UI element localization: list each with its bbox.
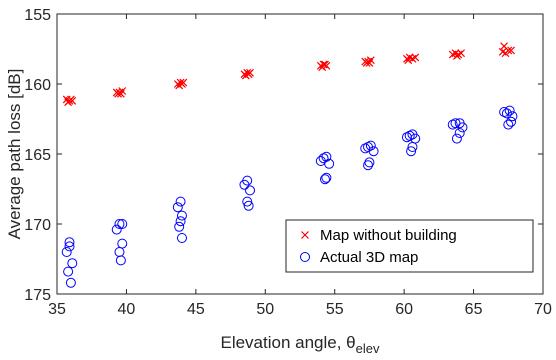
data-point-circle bbox=[67, 258, 78, 269]
data-point-circle bbox=[503, 119, 514, 130]
data-marks bbox=[61, 42, 518, 288]
x-axis-title-main: Elevation angle, θ bbox=[220, 333, 355, 352]
x-tick-label: 45 bbox=[187, 301, 205, 318]
data-point-x bbox=[66, 95, 75, 104]
legend-marker-map-without-building bbox=[301, 231, 309, 239]
data-point-circle bbox=[61, 247, 72, 257]
data-point-x bbox=[411, 53, 420, 62]
y-tick-label: 170 bbox=[24, 217, 51, 234]
legend: Map without building Actual 3D map bbox=[285, 219, 534, 273]
data-point-x bbox=[404, 56, 413, 65]
data-point-x bbox=[178, 80, 186, 88]
data-point-circle bbox=[65, 277, 76, 288]
data-point-circle bbox=[242, 175, 253, 186]
legend-marker-actual-3d-map bbox=[300, 252, 310, 262]
data-point-circle bbox=[365, 140, 376, 151]
data-point-x bbox=[116, 89, 125, 98]
data-point-circle bbox=[243, 200, 254, 211]
data-point-circle bbox=[321, 151, 332, 162]
data-point-circle bbox=[175, 216, 186, 227]
legend-circle-marker bbox=[300, 252, 310, 262]
x-tick-label: 40 bbox=[118, 301, 136, 318]
data-point-circle bbox=[401, 132, 412, 143]
data-point-circle bbox=[64, 241, 75, 252]
data-point-x bbox=[362, 59, 371, 67]
y-tick-label: 175 bbox=[24, 287, 51, 304]
y-tick-label: 155 bbox=[24, 7, 51, 24]
data-point-circle bbox=[451, 133, 462, 144]
data-point-circle bbox=[64, 237, 75, 248]
x-tick-label: 65 bbox=[465, 301, 483, 318]
legend-label-map-without-building: Map without building bbox=[320, 227, 457, 244]
data-point-circle bbox=[63, 266, 74, 277]
data-point-circle bbox=[111, 224, 122, 235]
data-point-circle bbox=[319, 174, 330, 185]
legend-box bbox=[285, 219, 534, 273]
data-point-x bbox=[452, 52, 461, 60]
data-point-x bbox=[244, 70, 253, 79]
x-tick-label: 55 bbox=[326, 301, 344, 318]
data-point-circle bbox=[407, 142, 418, 152]
y-axis: 155 160 165 170 175 bbox=[24, 7, 543, 304]
data-point-circle bbox=[363, 160, 374, 171]
data-point-circle bbox=[172, 202, 183, 213]
data-point-x bbox=[507, 46, 515, 55]
y-tick-label: 160 bbox=[24, 77, 51, 94]
x-axis-title-subscript: elev bbox=[356, 341, 380, 356]
data-point-circle bbox=[176, 233, 187, 243]
x-tick-label: 60 bbox=[395, 301, 413, 318]
data-point-x bbox=[321, 60, 329, 69]
data-point-circle bbox=[406, 146, 417, 157]
data-point-x bbox=[365, 59, 374, 67]
data-point-circle bbox=[501, 108, 512, 119]
data-point-circle bbox=[176, 210, 187, 221]
data-point-circle bbox=[245, 185, 256, 196]
data-point-circle bbox=[454, 128, 465, 138]
data-point-circle bbox=[364, 157, 375, 168]
data-point-circle bbox=[504, 105, 515, 116]
data-point-circle bbox=[117, 219, 128, 229]
data-point-circle bbox=[174, 221, 185, 232]
data-point-circle bbox=[457, 122, 468, 133]
data-point-x bbox=[501, 49, 510, 58]
y-axis-title: Average path loss [dB] bbox=[5, 69, 24, 240]
data-point-circle bbox=[114, 219, 125, 229]
data-point-circle bbox=[404, 130, 415, 141]
data-point-circle bbox=[507, 111, 518, 122]
data-point-circle bbox=[499, 107, 510, 117]
data-point-circle bbox=[324, 158, 335, 169]
data-point-circle bbox=[506, 116, 517, 127]
data-point-circle bbox=[368, 146, 379, 157]
data-point-circle bbox=[175, 196, 186, 207]
data-point-x bbox=[114, 89, 123, 98]
data-point-circle bbox=[242, 196, 253, 207]
data-point-circle bbox=[321, 172, 332, 183]
x-tick-label: 70 bbox=[534, 301, 552, 318]
x-axis: 35 40 45 50 55 60 65 70 bbox=[48, 14, 552, 318]
data-point-x bbox=[457, 49, 465, 58]
y-tick-label: 165 bbox=[24, 147, 51, 164]
x-tick-label: 35 bbox=[48, 301, 66, 318]
x-tick-label: 50 bbox=[256, 301, 274, 318]
legend-label-actual-3d-map: Actual 3D map bbox=[320, 249, 418, 266]
data-point-circle bbox=[115, 255, 126, 266]
legend-x-marker bbox=[301, 231, 309, 239]
data-point-circle bbox=[447, 119, 458, 130]
data-point-circle bbox=[318, 153, 329, 164]
x-axis-title: Elevation angle, θelev bbox=[220, 333, 380, 356]
